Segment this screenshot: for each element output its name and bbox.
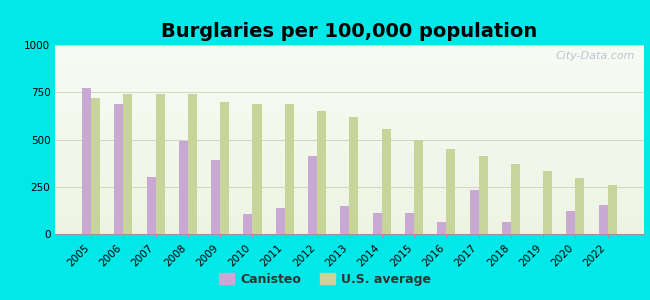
Text: City-Data.com: City-Data.com <box>555 51 634 61</box>
Bar <box>382 129 391 234</box>
Bar <box>252 103 261 234</box>
Bar <box>82 88 91 234</box>
Legend: Canisteo, U.S. average: Canisteo, U.S. average <box>214 268 436 291</box>
Bar <box>308 156 317 234</box>
Bar <box>91 98 100 234</box>
Bar <box>350 117 358 234</box>
Bar <box>317 111 326 234</box>
Bar <box>599 205 608 234</box>
Bar <box>608 185 617 234</box>
Bar <box>511 164 520 234</box>
Bar <box>543 171 552 234</box>
Bar <box>469 190 478 234</box>
Bar <box>220 102 229 234</box>
Bar <box>502 222 511 234</box>
Bar <box>211 160 220 234</box>
Title: Burglaries per 100,000 population: Burglaries per 100,000 population <box>161 22 538 41</box>
Bar <box>405 213 414 234</box>
Bar <box>179 141 188 234</box>
Bar <box>146 177 155 234</box>
Bar <box>341 206 350 234</box>
Bar <box>575 178 584 234</box>
Bar <box>276 208 285 234</box>
Bar <box>155 94 164 234</box>
Bar <box>478 156 488 234</box>
Bar <box>414 140 423 234</box>
Bar <box>114 103 124 234</box>
Bar <box>437 222 447 234</box>
Bar <box>566 211 575 234</box>
Bar <box>372 213 382 234</box>
Bar <box>447 149 455 234</box>
Bar <box>188 94 197 234</box>
Bar <box>285 103 294 234</box>
Bar <box>244 214 252 234</box>
Bar <box>124 94 133 234</box>
